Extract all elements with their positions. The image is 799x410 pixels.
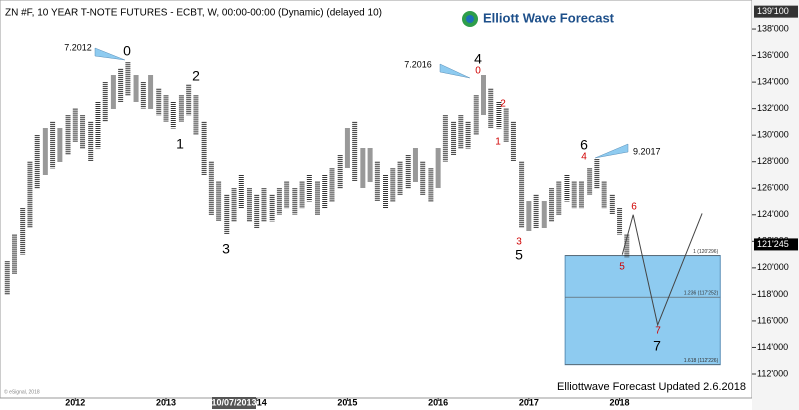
footer: Elliottwave Forecast Updated 2.6.2018 (557, 381, 746, 393)
y-tick-label: 124'000 (757, 209, 789, 219)
wave-label: 4 (474, 51, 482, 67)
wave-label: 3 (222, 241, 230, 257)
fib-label: 1.236 (117'252) (684, 291, 719, 297)
y-tick-label: 128'000 (757, 156, 789, 166)
top_price-bg (754, 5, 798, 18)
wave-label: 2 (192, 68, 200, 84)
y-tick-label: 132'000 (757, 103, 789, 113)
y-tick-label: 126'000 (757, 183, 789, 193)
y-tick-label: 118'000 (757, 289, 788, 299)
y-tick-label: 136'000 (757, 50, 789, 60)
y-tick-label: 130'000 (757, 130, 789, 140)
callout-label: 7.2012 (64, 42, 92, 52)
wave-label: 3 (516, 237, 522, 248)
wave-label: 5 (619, 262, 625, 273)
x-tick-label: 2016 (428, 397, 448, 407)
y-tick-label: 116'000 (757, 315, 788, 325)
wave-label: 6 (631, 202, 637, 213)
wave-label: 7 (655, 326, 661, 337)
chart-title: ZN #F, 10 YEAR T-NOTE FUTURES - ECBT, W,… (5, 8, 382, 19)
wave-label: 1 (495, 137, 501, 148)
x-tick-label: 2013 (156, 397, 176, 407)
fib-box (564, 255, 721, 366)
projection-line (621, 213, 703, 327)
y-tick-label: 112'000 (757, 368, 788, 378)
x-tick-label: 2017 (519, 397, 539, 407)
top_price-label: 139'100 (757, 6, 789, 16)
copyright: © eSignal, 2018 (4, 388, 40, 395)
wave-label: 2 (500, 99, 506, 110)
x-tick-label: 2012 (65, 397, 85, 407)
x-tick-label: 2015 (337, 397, 357, 407)
callout-label: 9.2017 (633, 146, 661, 156)
fib-label: 1.618 (112'226) (684, 358, 719, 364)
wave-label: 0 (123, 43, 131, 59)
logo-icon-inner (466, 15, 474, 23)
last_price-label: 121'245 (757, 239, 789, 249)
price-axis (752, 0, 799, 410)
callout-pointer (594, 143, 629, 159)
cursor-label-bg (212, 397, 256, 409)
callout-pointer (439, 63, 471, 79)
x-tick-label: 2014 (247, 397, 267, 407)
wave-label: 5 (515, 247, 523, 263)
wave-label: 4 (581, 152, 587, 163)
wave-label: 1 (176, 136, 184, 152)
last_price-bg (754, 238, 798, 251)
wave-label: 0 (475, 66, 481, 77)
brand: Elliott Wave Forecast (483, 10, 615, 25)
x-tick-label: 2018 (610, 397, 630, 407)
fib-label: 1 (120'296) (693, 249, 718, 255)
wave-label: 6 (580, 137, 588, 153)
callout-label: 7.2016 (404, 59, 432, 69)
y-tick-label: 134'000 (757, 76, 789, 86)
callout-pointer (94, 47, 126, 61)
cursor-label: 10/07/2013 (211, 397, 256, 407)
y-tick-label: 120'000 (757, 262, 789, 272)
y-tick-label: 114'000 (757, 342, 788, 352)
y-tick-label: 138'000 (757, 23, 789, 33)
wave-label: 7 (653, 338, 661, 354)
